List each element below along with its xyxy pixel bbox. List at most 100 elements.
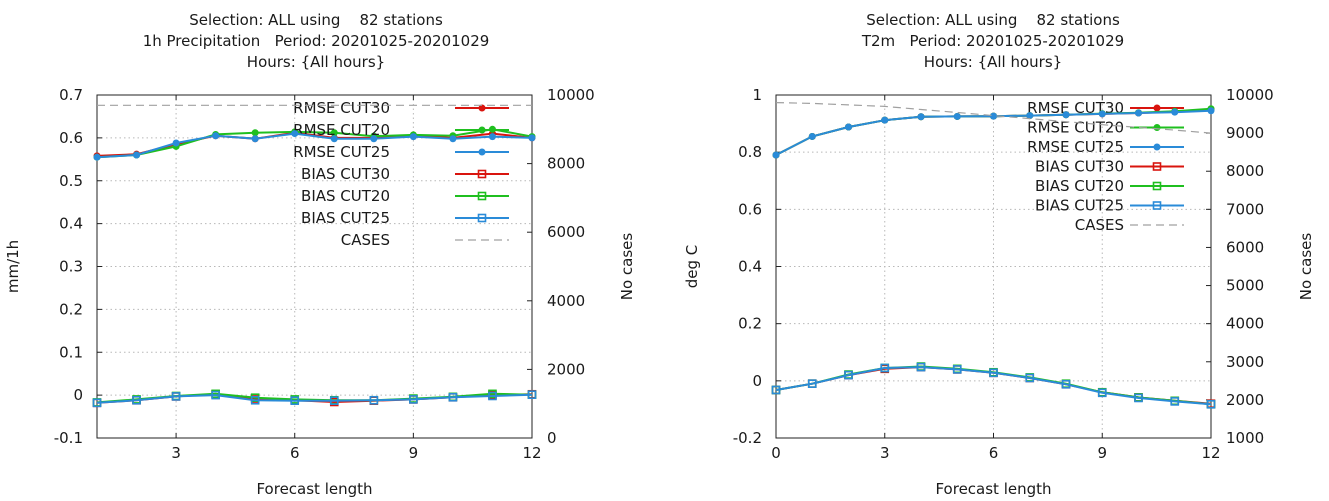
- chart-0-title-line: 1h Precipitation Period: 20201025-202010…: [143, 32, 490, 50]
- data-point-rmse-cut25: [990, 112, 997, 120]
- data-point-bias-cut25: [409, 395, 418, 404]
- chart-1-title-line: Hours: {All hours}: [924, 53, 1062, 71]
- data-point-bias-cut25: [916, 362, 926, 372]
- series-line-rmse-cut25: [96, 132, 533, 159]
- data-point-bias-cut25: [132, 395, 141, 405]
- y2-axis-label: No cases: [618, 233, 636, 301]
- y2-tick-label: 10000: [1226, 86, 1274, 104]
- data-point-rmse-cut25: [251, 135, 259, 143]
- data-point-rmse-cut25: [1135, 109, 1142, 117]
- data-point-rmse-cut25: [845, 123, 852, 131]
- data-point-rmse-cut25: [1026, 112, 1034, 120]
- legend-label: RMSE CUT25: [293, 143, 390, 161]
- data-point-bias-cut25: [807, 379, 817, 388]
- y-tick-label: -0.2: [733, 429, 762, 447]
- data-point-bias-cut25: [250, 395, 260, 405]
- y2-tick-label: 10000: [547, 86, 595, 104]
- legend-label: BIAS CUT30: [301, 165, 390, 183]
- y-tick-label: 0.8: [738, 143, 762, 161]
- legend-label: BIAS CUT20: [301, 187, 390, 205]
- data-point-rmse-cut25: [772, 151, 780, 159]
- data-point-bias-cut25: [1097, 388, 1107, 398]
- x-tick-label: 12: [522, 444, 541, 462]
- data-point-bias-cut25: [844, 370, 853, 380]
- data-point-bias-cut25: [527, 390, 537, 399]
- data-point-bias-cut25: [1206, 399, 1216, 409]
- legend-marker: [477, 169, 487, 179]
- legend-label: RMSE CUT20: [293, 121, 390, 139]
- data-point-bias-cut25: [369, 395, 379, 405]
- y-tick-label: 1: [752, 86, 762, 104]
- data-point-rmse-cut25: [488, 133, 496, 141]
- data-point-rmse-cut25: [808, 132, 816, 140]
- y-tick-label: 0.3: [59, 258, 83, 276]
- data-point-bias-cut25: [989, 368, 998, 378]
- y2-tick-label: 3000: [1226, 353, 1264, 371]
- data-point-rmse-cut25: [881, 116, 889, 124]
- y-tick-label: 0.1: [59, 343, 83, 361]
- data-point-rmse-cut25: [291, 130, 299, 138]
- y-tick-label: 0.2: [59, 300, 83, 318]
- data-point-rmse-cut25: [1098, 110, 1106, 118]
- y2-tick-label: 9000: [1226, 124, 1264, 142]
- legend-marker: [1153, 104, 1161, 112]
- data-point-bias-cut25: [448, 392, 458, 402]
- y-axis-label: deg C: [683, 245, 701, 289]
- x-tick-label: 6: [290, 444, 300, 462]
- legend-marker: [477, 213, 487, 223]
- y-tick-label: 0.6: [59, 129, 83, 147]
- chart-1-title-line: Selection: ALL using 82 stations: [866, 11, 1120, 29]
- series-line-cases: [775, 102, 1212, 134]
- legend-label: BIAS CUT25: [1035, 197, 1124, 215]
- data-point-rmse-cut25: [1207, 107, 1215, 115]
- data-point-rmse-cut25: [409, 133, 417, 141]
- y-tick-label: 0.5: [59, 172, 83, 190]
- y2-tick-label: 6000: [547, 223, 585, 241]
- y-tick-label: 0: [73, 386, 83, 404]
- data-point-rmse-cut25: [370, 135, 378, 143]
- legend-marker: [478, 148, 486, 156]
- data-point-rmse-cut25: [93, 153, 101, 161]
- y2-tick-label: 5000: [1226, 277, 1264, 295]
- legend-label: BIAS CUT25: [301, 209, 390, 227]
- data-point-bias-cut25: [92, 398, 102, 408]
- y2-axis-label: No cases: [1297, 233, 1315, 301]
- data-point-rmse-cut25: [172, 139, 180, 147]
- x-tick-label: 3: [880, 444, 890, 462]
- y2-tick-label: 6000: [1226, 238, 1264, 256]
- data-point-rmse-cut25: [212, 132, 220, 140]
- y-tick-label: 0.4: [59, 215, 83, 233]
- data-point-bias-cut25: [211, 390, 220, 400]
- y2-tick-label: 1000: [1226, 429, 1264, 447]
- x-tick-label: 3: [171, 444, 181, 462]
- data-point-bias-cut25: [290, 396, 300, 405]
- legend-label: CASES: [341, 231, 390, 249]
- series-line-rmse-cut20: [96, 128, 533, 159]
- legend-marker: [1152, 181, 1162, 191]
- x-tick-label: 9: [1097, 444, 1107, 462]
- data-point-bias-cut25: [1170, 397, 1180, 406]
- y2-tick-label: 8000: [1226, 162, 1264, 180]
- data-point-rmse-cut25: [1062, 111, 1070, 119]
- y2-tick-label: 4000: [1226, 315, 1264, 333]
- legend-marker: [477, 191, 487, 201]
- legend-label: BIAS CUT30: [1035, 158, 1124, 176]
- y-tick-label: -0.1: [54, 429, 83, 447]
- series-line-bias-cut25: [775, 366, 1212, 406]
- data-point-bias-cut25: [329, 396, 339, 405]
- y-tick-label: 0.4: [738, 258, 762, 276]
- x-tick-label: 0: [771, 444, 781, 462]
- y2-tick-label: 8000: [547, 155, 585, 173]
- data-point-bias-cut25: [952, 365, 962, 374]
- data-point-rmse-cut25: [330, 135, 338, 143]
- data-point-rmse-cut25: [528, 134, 536, 142]
- y2-tick-label: 7000: [1226, 200, 1264, 218]
- chart-0-title-line: Selection: ALL using 82 stations: [189, 11, 443, 29]
- y-tick-label: 0: [752, 372, 762, 390]
- data-point-bias-cut25: [880, 363, 890, 373]
- data-point-rmse-cut25: [449, 135, 457, 143]
- data-point-bias-cut25: [488, 391, 497, 401]
- data-point-rmse-cut20: [251, 129, 259, 137]
- data-point-bias-cut25: [1061, 379, 1071, 389]
